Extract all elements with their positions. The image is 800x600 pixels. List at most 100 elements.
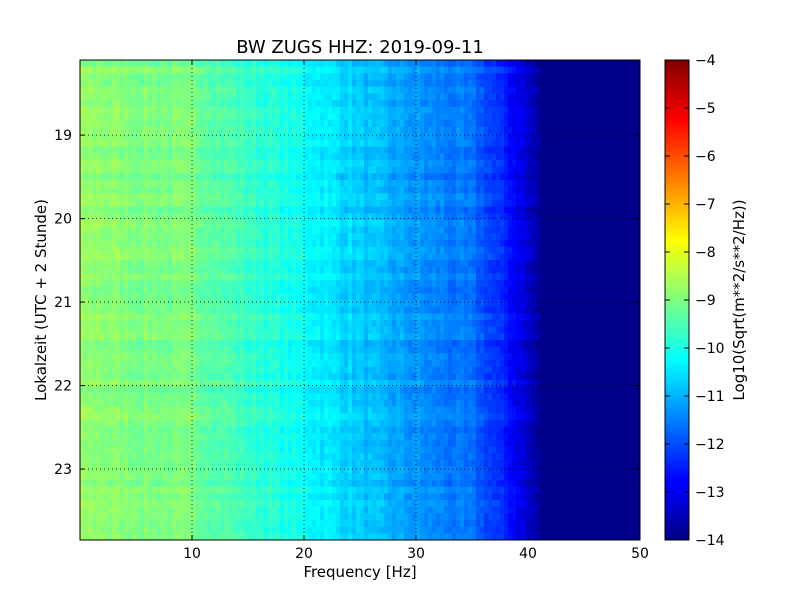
heatmap-cell [548, 260, 553, 268]
heatmap-cell [544, 246, 549, 254]
heatmap-cell [436, 186, 441, 194]
heatmap-cell [180, 133, 185, 141]
heatmap-cell [404, 233, 409, 241]
heatmap-cell [344, 266, 349, 274]
heatmap-cell [152, 266, 157, 274]
heatmap-cell [272, 213, 277, 221]
heatmap-cell [616, 153, 621, 161]
heatmap-cell [212, 226, 217, 234]
heatmap-cell [300, 246, 305, 254]
heatmap-cell [420, 106, 425, 114]
heatmap-cell [548, 86, 553, 94]
heatmap-cell [260, 93, 265, 101]
heatmap-cell [100, 80, 105, 88]
heatmap-cell [244, 146, 249, 154]
heatmap-cell [564, 253, 569, 261]
heatmap-cell [396, 60, 401, 68]
heatmap-cell [596, 93, 601, 101]
heatmap-cell [92, 166, 97, 174]
heatmap-cell [264, 160, 269, 168]
heatmap-cell [540, 153, 545, 161]
heatmap-cell [444, 206, 449, 214]
heatmap-cell [612, 100, 617, 108]
heatmap-cell [388, 186, 393, 194]
heatmap-cell [612, 113, 617, 121]
heatmap-cell [324, 173, 329, 181]
heatmap-cell [176, 233, 181, 241]
heatmap-cell [196, 273, 201, 281]
heatmap-cell [156, 80, 161, 88]
heatmap-cell [152, 106, 157, 114]
heatmap-cell [188, 93, 193, 101]
heatmap-cell [232, 246, 237, 254]
heatmap-cell [400, 86, 405, 94]
heatmap-cell [428, 253, 433, 261]
heatmap-cell [572, 286, 577, 294]
heatmap-cell [564, 146, 569, 154]
heatmap-cell [208, 293, 213, 301]
heatmap-cell [444, 200, 449, 208]
heatmap-cell [544, 126, 549, 134]
heatmap-cell [472, 226, 477, 234]
heatmap-cell [228, 153, 233, 161]
heatmap-cell [116, 193, 121, 201]
heatmap-cell [228, 73, 233, 81]
heatmap-cell [88, 280, 93, 288]
heatmap-cell [108, 126, 113, 134]
heatmap-cell [468, 266, 473, 274]
heatmap-cell [564, 240, 569, 248]
heatmap-cell [536, 100, 541, 108]
heatmap-cell [364, 220, 369, 228]
heatmap-cell [532, 160, 537, 168]
heatmap-cell [160, 206, 165, 214]
heatmap-cell [480, 246, 485, 254]
heatmap-cell [512, 226, 517, 234]
heatmap-cell [432, 293, 437, 301]
heatmap-cell [192, 146, 197, 154]
heatmap-cell [528, 286, 533, 294]
heatmap-cell [556, 186, 561, 194]
heatmap-cell [316, 266, 321, 274]
heatmap-cell [532, 233, 537, 241]
heatmap-cell [180, 253, 185, 261]
heatmap-cell [468, 260, 473, 268]
heatmap-cell [552, 273, 557, 281]
heatmap-cell [128, 60, 133, 68]
heatmap-cell [292, 260, 297, 268]
heatmap-cell [636, 146, 640, 154]
heatmap-cell [248, 200, 253, 208]
heatmap-cell [588, 166, 593, 174]
heatmap-cell [156, 126, 161, 134]
heatmap-cell [188, 253, 193, 261]
heatmap-cell [392, 73, 397, 81]
heatmap-cell [272, 86, 277, 94]
heatmap-cell [400, 260, 405, 268]
heatmap-cell [608, 253, 613, 261]
heatmap-cell [404, 206, 409, 214]
heatmap-cell [204, 66, 209, 74]
heatmap-cell [364, 280, 369, 288]
heatmap-cell [212, 293, 217, 301]
heatmap-cell [208, 213, 213, 221]
heatmap-cell [492, 66, 497, 74]
heatmap-cell [336, 266, 341, 274]
heatmap-cell [236, 293, 241, 301]
heatmap-cell [372, 206, 377, 214]
heatmap-cell [576, 126, 581, 134]
heatmap-cell [452, 246, 457, 254]
heatmap-cell [280, 73, 285, 81]
heatmap-cell [248, 266, 253, 274]
heatmap-cell [444, 213, 449, 221]
heatmap-cell [152, 133, 157, 141]
heatmap-cell [592, 100, 597, 108]
heatmap-cell [516, 280, 521, 288]
heatmap-cell [316, 253, 321, 261]
heatmap-cell [284, 86, 289, 94]
heatmap-cell [600, 213, 605, 221]
heatmap-cell [272, 100, 277, 108]
heatmap-cell [248, 160, 253, 168]
heatmap-cell [460, 226, 465, 234]
heatmap-cell [180, 106, 185, 114]
heatmap-cell [348, 73, 353, 81]
